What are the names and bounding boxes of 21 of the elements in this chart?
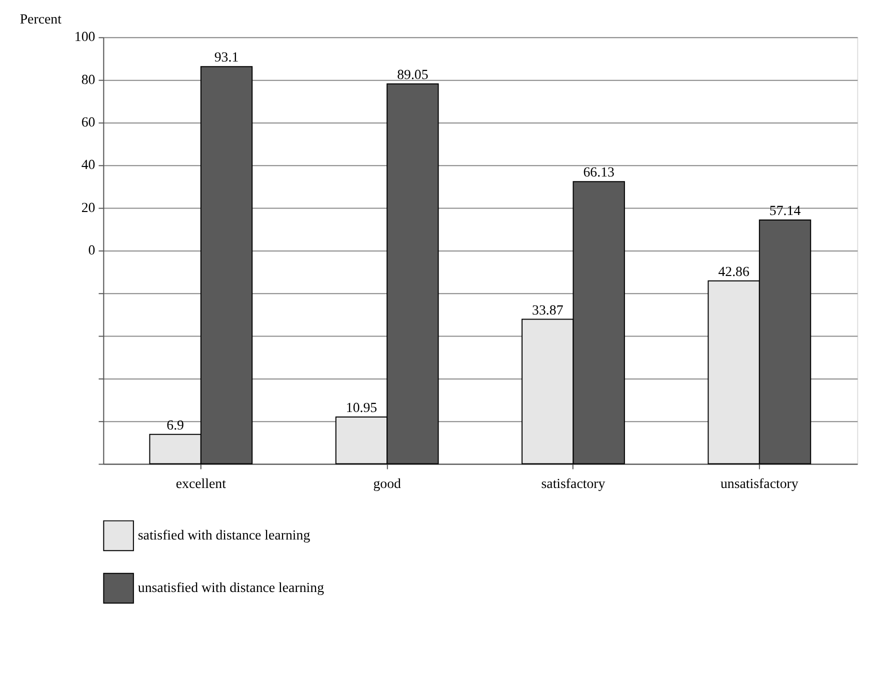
data-label: 33.87	[532, 303, 564, 318]
data-label: 89.05	[397, 68, 428, 83]
text: 20	[81, 200, 96, 216]
legend-label: satisfied with distance learning	[138, 528, 310, 544]
text: 0	[88, 243, 96, 258]
data-label: 66.13	[583, 166, 615, 181]
data-label: 93.1	[214, 50, 239, 66]
data-label: 6.9	[166, 418, 184, 434]
y-axis-title: Percent	[20, 12, 62, 28]
text: 100	[74, 30, 96, 46]
legend-label: unsatisfied with distance learning	[138, 581, 324, 596]
data-label: 42.86	[718, 264, 750, 280]
x-tick-label: good	[373, 477, 402, 492]
x-tick-label: excellent	[176, 477, 226, 492]
data-label: 10.95	[346, 401, 378, 416]
text: 60	[81, 115, 96, 130]
x-tick-label: unsatisfactory	[720, 477, 798, 492]
text: 40	[81, 158, 96, 174]
text: 80	[81, 72, 96, 88]
data-label: 57.14	[769, 204, 801, 220]
x-tick-label: satisfactory	[541, 477, 606, 492]
